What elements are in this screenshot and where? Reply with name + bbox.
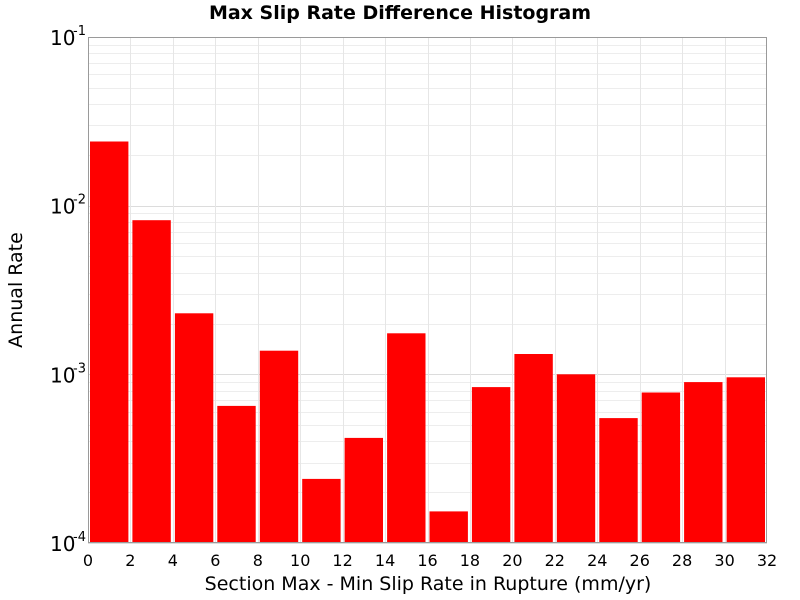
y-tick-base: 10 bbox=[50, 532, 75, 556]
y-tick-base: 10 bbox=[50, 195, 75, 219]
histogram-bar bbox=[556, 374, 596, 543]
x-tick-label: 14 bbox=[375, 551, 395, 570]
x-tick-label: 0 bbox=[83, 551, 93, 570]
x-tick-label: 4 bbox=[168, 551, 178, 570]
histogram-bar bbox=[726, 377, 765, 543]
x-tick-label: 32 bbox=[757, 551, 777, 570]
histogram-bar bbox=[259, 350, 299, 543]
plot-border bbox=[88, 37, 767, 543]
x-tick-label: 24 bbox=[587, 551, 607, 570]
histogram-bar bbox=[302, 478, 341, 543]
x-tick-label: 30 bbox=[714, 551, 734, 570]
x-tick-labels: 0 2 4 6 8 10 12 14 16 18 20 22 24 26 28 30 32 bbox=[83, 551, 777, 570]
y-tick-label: 10-3 bbox=[50, 361, 86, 387]
histogram-bar bbox=[90, 141, 129, 543]
histogram-bar bbox=[471, 387, 511, 543]
histogram-bar bbox=[684, 382, 723, 543]
x-tick-label: 26 bbox=[630, 551, 650, 570]
chart-title: Max Slip Rate Difference Histogram bbox=[208, 2, 592, 24]
x-axis-label: Section Max - Min Slip Rate in Rupture (… bbox=[205, 573, 652, 595]
histogram-bar bbox=[344, 437, 383, 543]
y-tick-base: 10 bbox=[50, 363, 75, 387]
x-tick-label: 18 bbox=[460, 551, 480, 570]
y-tick-exponent: -3 bbox=[73, 361, 86, 376]
histogram-bar bbox=[429, 511, 468, 543]
histogram-bar bbox=[217, 405, 256, 543]
x-tick-label: 8 bbox=[253, 551, 263, 570]
x-tick-label: 16 bbox=[417, 551, 437, 570]
x-tick-label: 12 bbox=[332, 551, 352, 570]
x-tick-label: 6 bbox=[210, 551, 220, 570]
histogram-bar bbox=[514, 354, 553, 543]
y-tick-labels: 10-110-210-310-4 bbox=[50, 24, 86, 556]
x-tick-label: 2 bbox=[125, 551, 135, 570]
y-tick-base: 10 bbox=[50, 26, 75, 50]
histogram-bar bbox=[387, 333, 426, 543]
x-tick-label: 28 bbox=[672, 551, 692, 570]
y-tick-label: 10-2 bbox=[50, 193, 86, 219]
x-tick-label: 20 bbox=[502, 551, 522, 570]
y-tick-exponent: -1 bbox=[73, 24, 86, 39]
histogram-bar bbox=[174, 313, 214, 543]
y-tick-exponent: -4 bbox=[73, 530, 86, 545]
y-axis-label: Annual Rate bbox=[5, 232, 27, 348]
y-tick-label: 10-1 bbox=[50, 24, 86, 50]
histogram-bar bbox=[641, 392, 681, 543]
histogram-bar bbox=[599, 418, 638, 543]
bars-group bbox=[90, 141, 765, 543]
x-tick-label: 10 bbox=[290, 551, 310, 570]
y-tick-exponent: -2 bbox=[73, 193, 86, 208]
x-tick-label: 22 bbox=[545, 551, 565, 570]
y-tick-label: 10-4 bbox=[50, 530, 86, 556]
histogram-bar bbox=[132, 220, 171, 543]
